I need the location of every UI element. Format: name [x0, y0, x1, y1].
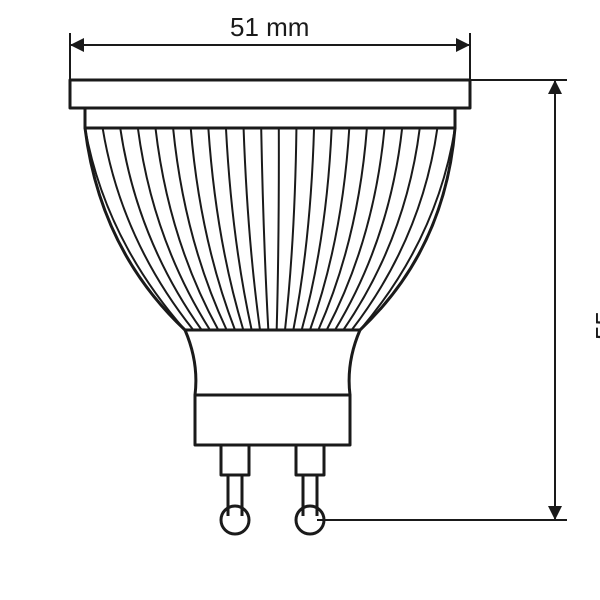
height-dimension-label: 55 mm — [590, 297, 600, 340]
drawing-svg — [0, 0, 600, 600]
dimension-drawing: 51 mm 55 mm — [0, 0, 600, 600]
width-dimension-label: 51 mm — [230, 12, 309, 43]
